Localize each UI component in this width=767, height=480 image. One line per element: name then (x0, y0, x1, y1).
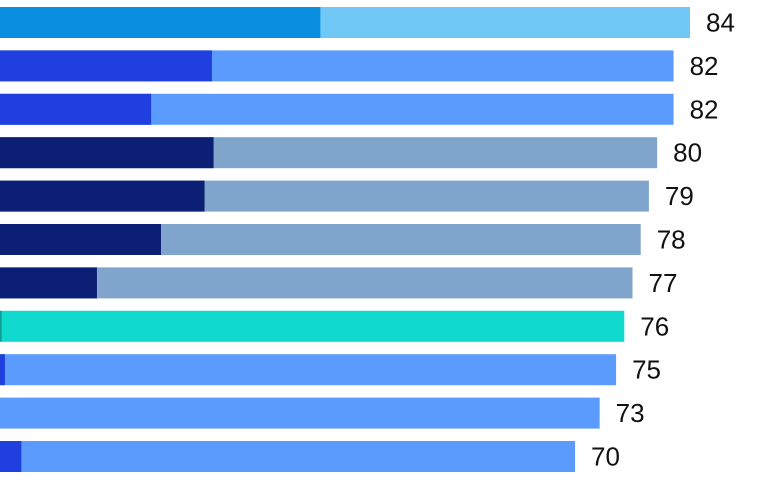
bar-3-segment (0, 137, 214, 169)
bar-3-value-label: 80 (673, 138, 702, 168)
bar-5-segment (0, 224, 161, 255)
bar-10-total (0, 441, 575, 472)
bar-10-segment (0, 441, 22, 472)
bars-layer (0, 7, 690, 472)
bar-2-value-label: 82 (690, 94, 719, 124)
bar-4-value-label: 79 (665, 181, 694, 211)
bar-2-segment (0, 93, 152, 125)
bar-6-value-label: 77 (649, 268, 678, 298)
bar-7-value-label: 76 (640, 311, 669, 341)
bar-9-value-label: 73 (616, 398, 645, 428)
bar-1-segment (0, 50, 212, 82)
bar-5-value-label: 78 (657, 225, 686, 255)
value-labels-layer: 84 82 82 80 79 78 77 76 75 73 70 (591, 8, 735, 472)
bar-9-total (0, 397, 600, 429)
bar-1-value-label: 82 (690, 51, 719, 81)
bar-8-value-label: 75 (632, 355, 661, 385)
bar-6-segment (0, 267, 97, 299)
bar-8-total (0, 354, 617, 386)
bar-0-value-label: 84 (706, 8, 735, 38)
bar-0-segment (0, 7, 321, 38)
bar-6-total (0, 267, 633, 299)
bar-10-value-label: 70 (591, 442, 620, 472)
bar-4-segment (0, 180, 205, 212)
bar-7-segment (0, 310, 2, 342)
bar-7-total (0, 310, 625, 342)
bar-8-segment (0, 354, 5, 386)
